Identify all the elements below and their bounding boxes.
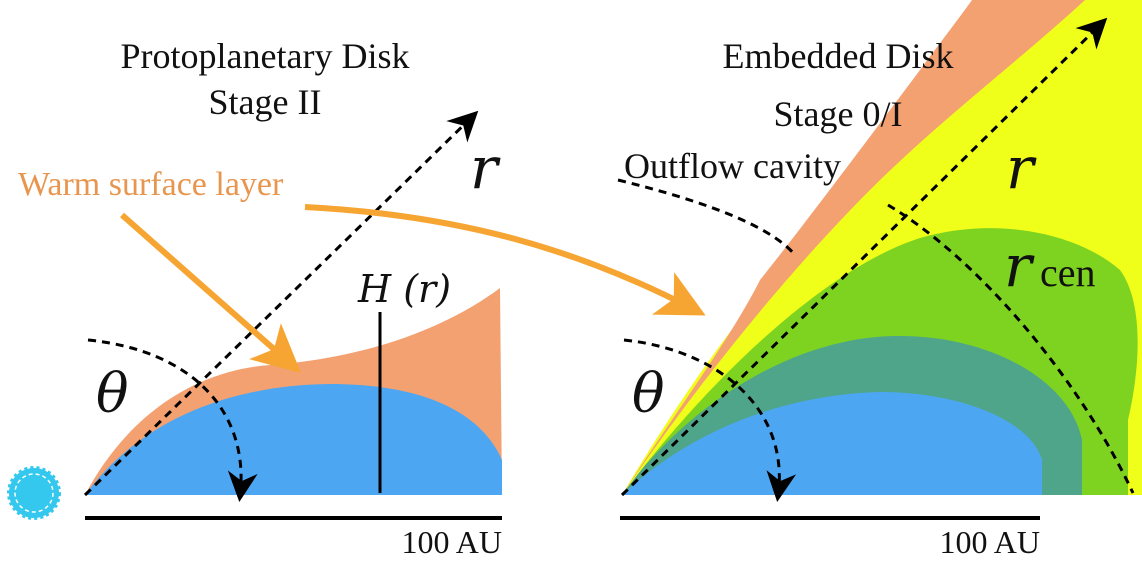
- embedded-disk-interior: [622, 392, 1042, 495]
- left-title-line1: Protoplanetary Disk: [121, 36, 410, 76]
- right-radial-arrow: [620, 17, 1108, 497]
- surface-layer-connector-arrow: [304, 204, 706, 316]
- right-theta-symbol: θ: [632, 362, 665, 425]
- outflow-cavity-boundary: [617, 178, 797, 256]
- centrifugal-radius-boundary: [887, 203, 1135, 494]
- surface-layer-pointer: [120, 212, 301, 373]
- left-scale-label: 100 AU: [402, 524, 502, 560]
- disk-interior: [85, 384, 502, 495]
- warm-surface-layer-label: Warm surface layer: [18, 166, 284, 203]
- right-radial-symbol: r: [1006, 134, 1037, 202]
- right-panel: Embedded Disk Stage 0/I Outflow cavity r…: [617, 0, 1142, 560]
- outflow-cavity-label: Outflow cavity: [624, 146, 841, 186]
- left-title-line2: Stage II: [209, 82, 322, 122]
- centrifugal-symbol: r: [1004, 232, 1035, 300]
- star-icon: [7, 466, 61, 520]
- centrifugal-subscript: cen: [1040, 250, 1096, 295]
- theta-arrow: [87, 338, 258, 502]
- radial-symbol: r: [470, 134, 501, 202]
- scale-height-label: H (r): [357, 267, 451, 311]
- right-title-line2: Stage 0/I: [774, 94, 903, 134]
- radial-arrow: [83, 110, 479, 497]
- left-panel: Protoplanetary Disk Stage II H (r) r θ 1…: [7, 36, 502, 560]
- right-title-line1: Embedded Disk: [723, 36, 954, 76]
- right-theta-arrow: [623, 338, 797, 502]
- right-scale-label: 100 AU: [940, 524, 1040, 560]
- theta-symbol: θ: [96, 362, 129, 425]
